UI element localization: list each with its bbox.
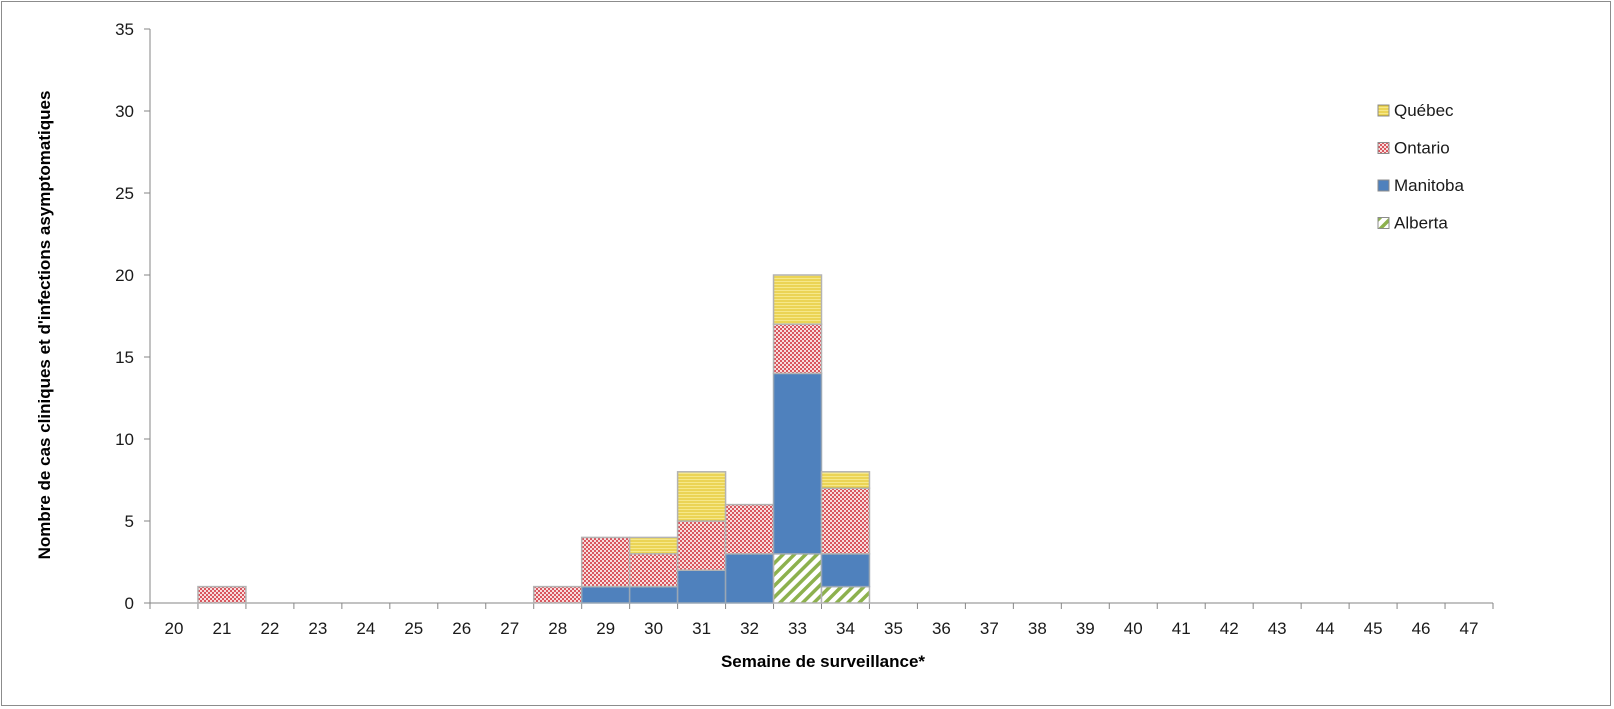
- bar-manitoba-week-34: [820, 553, 871, 588]
- bar-manitoba-week-30: [628, 585, 679, 604]
- bar-manitoba-week-32: [724, 553, 775, 604]
- y-tick-label: 5: [125, 512, 134, 531]
- bar-alberta-week-33: [772, 553, 823, 604]
- x-tick-label: 36: [932, 619, 951, 638]
- bars: [197, 274, 871, 604]
- x-tick-label: 38: [1028, 619, 1047, 638]
- bar-manitoba-week-33: [772, 372, 823, 555]
- bar-ontario-week-28: [532, 585, 583, 604]
- y-tick-label: 15: [115, 348, 134, 367]
- legend-label: Québec: [1394, 101, 1454, 120]
- bar-manitoba-week-31: [676, 569, 727, 604]
- x-tick-label: 22: [260, 619, 279, 638]
- bar-qubec-week-34: [820, 471, 871, 489]
- x-tick-label: 47: [1460, 619, 1479, 638]
- bar-ontario-week-21: [197, 585, 247, 604]
- x-axis: 20 21 22 23 24 25 26 27 28 29 30 31 32 33 34 35 36 37 38 39…: [149, 602, 1494, 638]
- x-tick-label: 24: [356, 619, 375, 638]
- y-tick-label: 10: [115, 430, 134, 449]
- x-tick-label: 30: [644, 619, 663, 638]
- bar-ontario-week-33: [772, 323, 823, 375]
- legend-swatch: [1377, 142, 1390, 154]
- legend-label: Manitoba: [1394, 176, 1464, 195]
- x-tick-label: 21: [212, 619, 231, 638]
- x-axis-title: Semaine de surveillance*: [721, 652, 925, 671]
- x-tick-label: 29: [596, 619, 615, 638]
- x-tick-label: 39: [1076, 619, 1095, 638]
- x-tick-label: 45: [1364, 619, 1383, 638]
- legend-swatch: [1377, 217, 1390, 229]
- y-tick-label: 20: [115, 266, 134, 285]
- x-tick-label: 28: [548, 619, 567, 638]
- x-tick-label: 20: [165, 619, 184, 638]
- y-tick-label: 25: [115, 184, 134, 203]
- bar-ontario-week-29: [580, 536, 631, 588]
- legend-label: Ontario: [1394, 139, 1450, 158]
- x-tick-label: 35: [884, 619, 903, 638]
- x-tick-label: 46: [1412, 619, 1431, 638]
- legend-label: Alberta: [1394, 214, 1448, 233]
- x-tick-label: 27: [500, 619, 519, 638]
- bar-qubec-week-33: [772, 274, 823, 325]
- y-tick-label: 0: [125, 594, 134, 613]
- x-tick-label: 26: [452, 619, 471, 638]
- x-tick-label: 32: [740, 619, 759, 638]
- bar-qubec-week-30: [628, 536, 679, 555]
- bar-ontario-week-32: [724, 503, 775, 555]
- legend-swatch: [1377, 179, 1390, 192]
- x-tick-label: 25: [404, 619, 423, 638]
- y-tick-label: 30: [115, 102, 134, 121]
- legend-swatch: [1377, 104, 1390, 117]
- bar-ontario-week-30: [628, 553, 679, 588]
- x-tick-label: 43: [1268, 619, 1287, 638]
- x-tick-label: 40: [1124, 619, 1143, 638]
- bar-alberta-week-34: [820, 585, 871, 604]
- x-tick-label: 44: [1316, 619, 1335, 638]
- y-axis: 0 5 10 15 20 25 30 35: [115, 20, 151, 613]
- x-tick-label: 42: [1220, 619, 1239, 638]
- x-tick-label: 31: [692, 619, 711, 638]
- y-tick-label: 35: [115, 20, 134, 39]
- x-tick-label: 33: [788, 619, 807, 638]
- bar-ontario-week-34: [820, 487, 871, 555]
- bar-qubec-week-31: [676, 471, 727, 522]
- y-ticks: 0 5 10 15 20 25 30 35: [115, 20, 150, 613]
- x-tick-label: 41: [1172, 619, 1191, 638]
- x-tick-label: 34: [836, 619, 855, 638]
- x-ticks: 20 21 22 23 24 25 26 27 28 29 30 31 32 33 34 35 36 37 38 39…: [149, 603, 1494, 638]
- bar-manitoba-week-29: [580, 585, 631, 604]
- x-tick-label: 23: [308, 619, 327, 638]
- y-axis-title: Nombre de cas cliniques et d'infections …: [35, 91, 54, 560]
- legend: Québec Ontario Manitoba Alberta: [1377, 101, 1464, 233]
- x-tick-label: 37: [980, 619, 999, 638]
- bar-ontario-week-31: [676, 520, 727, 571]
